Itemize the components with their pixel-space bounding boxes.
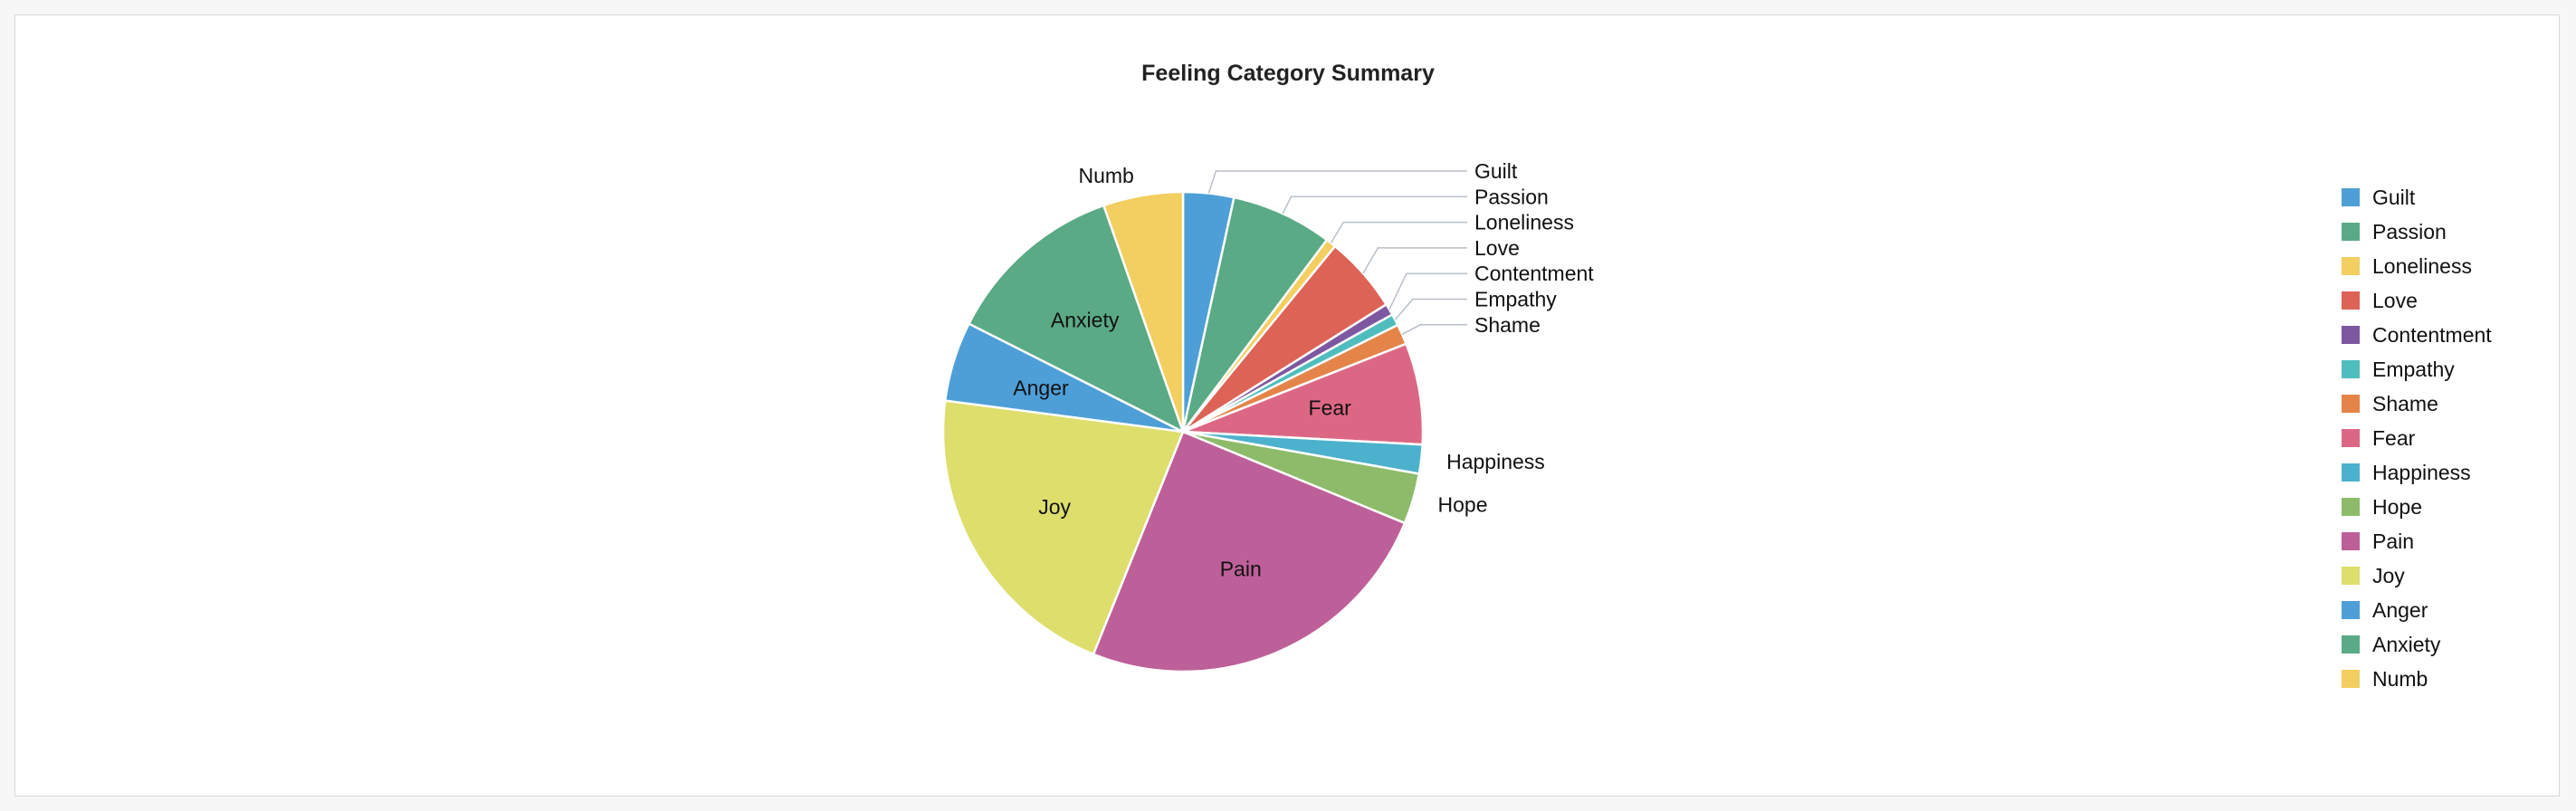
legend-label-happiness[interactable]: Happiness [2372,461,2471,484]
slice-label-joy: Joy [1038,495,1071,519]
legend-label-love[interactable]: Love [2372,289,2418,312]
legend-label-pain[interactable]: Pain [2372,530,2414,553]
legend-swatch-numb[interactable] [2342,670,2360,688]
legend-swatch-anger[interactable] [2342,601,2360,619]
leader-line-shame [1401,324,1467,336]
pie-slice-fear[interactable] [1182,342,1425,446]
slice-label-shame: Shame [1474,313,1541,337]
slice-label-pain: Pain [1220,557,1262,580]
legend-swatch-fear[interactable] [2342,429,2360,447]
slice-label-anger: Anger [1013,377,1069,400]
legend-swatch-passion[interactable] [2342,223,2360,241]
legend-swatch-joy[interactable] [2342,567,2360,585]
legend-swatch-hope[interactable] [2342,498,2360,516]
pie-slice-anxiety[interactable] [967,204,1186,434]
chart-panel: Feeling Category Summary Guilt Passion Lon… [14,14,2560,797]
legend-label-empathy[interactable]: Empathy [2372,358,2455,381]
leader-lines [1207,170,1467,336]
legend-label-loneliness[interactable]: Loneliness [2372,254,2472,278]
legend-label-shame[interactable]: Shame [2372,392,2438,415]
legend-swatch-shame[interactable] [2342,395,2360,413]
legend-swatch-happiness[interactable] [2342,463,2360,482]
slice-label-empathy: Empathy [1474,288,1557,311]
leader-line-passion [1282,196,1467,215]
pie-slice-passion[interactable] [1181,196,1329,433]
slice-label-contentment: Contentment [1474,262,1594,285]
leader-line-loneliness [1330,221,1467,243]
leader-line-empathy [1394,298,1467,320]
pie-chart: Feeling Category Summary GuiltPassionLon… [941,61,2492,691]
legend-swatch-loneliness[interactable] [2342,257,2360,275]
slice-label-anxiety: Anxiety [1051,309,1120,332]
legend-swatch-anxiety[interactable] [2342,635,2360,654]
slice-label-love: Love [1474,236,1520,260]
legend-label-fear[interactable]: Fear [2372,426,2416,450]
slice-label-passion: Passion [1474,185,1549,208]
legend-swatch-empathy[interactable] [2342,360,2360,378]
pie-slice-joy[interactable] [941,399,1185,656]
slice-label-loneliness: Loneliness [1474,211,1574,234]
slice-label-hope: Hope [1438,492,1488,516]
legend-label-passion[interactable]: Passion [2372,220,2447,243]
slice-label-numb: Numb [1078,164,1133,187]
legend-swatch-contentment[interactable] [2342,326,2360,344]
legend-label-joy[interactable]: Joy [2372,564,2405,587]
slice-label-fear: Fear [1309,396,1352,420]
legend-swatch-guilt[interactable] [2342,188,2360,206]
leader-line-guilt [1207,170,1467,194]
legend-label-anger[interactable]: Anger [2372,598,2428,622]
slice-label-guilt: Guilt [1474,159,1518,183]
pie-slice-pain[interactable] [1092,430,1407,673]
legend-swatch-love[interactable] [2342,291,2360,310]
pie-slice-numb[interactable] [1102,190,1185,433]
legend-label-contentment[interactable]: Contentment [2372,323,2492,347]
chart-title: Feeling Category Summary [1141,61,1435,86]
leader-line-contentment [1388,272,1467,310]
leader-line-love [1362,247,1467,274]
legend-label-guilt[interactable]: Guilt [2372,186,2416,209]
pie-slices [941,190,1425,673]
legend: Guilt Passion Loneliness Love Contentment Emp… [2342,186,2492,691]
legend-label-hope[interactable]: Hope [2372,495,2422,519]
legend-label-anxiety[interactable]: Anxiety [2372,633,2441,656]
legend-label-numb[interactable]: Numb [2372,667,2428,691]
legend-swatch-pain[interactable] [2342,532,2360,550]
slice-label-happiness: Happiness [1446,450,1545,473]
